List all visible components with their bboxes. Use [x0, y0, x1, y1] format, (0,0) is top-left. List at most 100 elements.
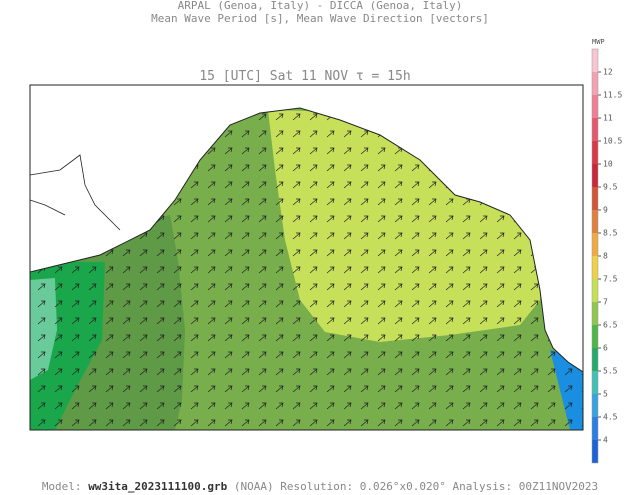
wave-vector	[156, 266, 165, 274]
wave-vector	[326, 385, 335, 393]
wave-vector	[37, 283, 46, 291]
wave-vector	[411, 164, 420, 172]
wave-vector	[343, 215, 352, 223]
wave-vector	[309, 419, 318, 427]
colorbar-segment	[592, 233, 598, 256]
wave-vector	[479, 317, 488, 325]
wave-vector	[54, 368, 63, 376]
wave-vector	[275, 368, 284, 376]
wave-vector	[428, 249, 437, 257]
wave-vector	[411, 300, 420, 308]
wave-vector	[105, 351, 114, 359]
border-line	[30, 154, 121, 231]
wave-vector	[326, 232, 335, 240]
wave-vector	[326, 130, 335, 138]
wave-vector	[190, 351, 199, 359]
wave-vector	[71, 351, 80, 359]
wave-vector	[411, 249, 420, 257]
wave-vector	[156, 334, 165, 342]
wave-vector	[462, 215, 471, 223]
wave-vector	[241, 130, 250, 138]
wave-vector	[224, 283, 233, 291]
wave-vector	[207, 300, 216, 308]
wave-vector	[360, 317, 369, 325]
wave-vector	[258, 113, 267, 121]
wave-vector	[190, 300, 199, 308]
wave-vector	[462, 300, 471, 308]
wave-vector	[343, 351, 352, 359]
wave-vector	[326, 351, 335, 359]
wave-vector	[139, 351, 148, 359]
wave-vector	[309, 300, 318, 308]
wave-vector	[207, 232, 216, 240]
wave-vector	[360, 181, 369, 189]
wave-vector	[496, 385, 505, 393]
wave-vector	[411, 334, 420, 342]
wave-vector	[445, 419, 454, 427]
wave-vector	[258, 402, 267, 410]
wave-vector	[343, 300, 352, 308]
map-title: 15 [UTC] Sat 11 NOV τ = 15h	[199, 69, 410, 84]
wave-vector	[360, 232, 369, 240]
wave-vector	[156, 385, 165, 393]
wave-vector	[326, 419, 335, 427]
colorbar-segment	[592, 302, 598, 325]
wave-vector	[479, 300, 488, 308]
wave-vector	[462, 249, 471, 257]
wave-vector	[190, 215, 199, 223]
wave-vector	[394, 181, 403, 189]
wave-vector	[377, 300, 386, 308]
wave-vector	[360, 249, 369, 257]
wave-vector	[377, 164, 386, 172]
wave-vector	[496, 317, 505, 325]
wave-vector	[190, 334, 199, 342]
wave-vector	[309, 181, 318, 189]
wave-vector	[411, 402, 420, 410]
colorbar-segment	[592, 95, 598, 118]
wave-vector	[513, 419, 522, 427]
wave-vector	[190, 249, 199, 257]
wave-vector	[326, 317, 335, 325]
wave-vector	[71, 317, 80, 325]
wave-vector	[479, 283, 488, 291]
wave-vector	[445, 266, 454, 274]
wave-vector	[241, 402, 250, 410]
header-line1: ARPAL (Genoa, Italy) - DICCA (Genoa, Ita…	[178, 0, 463, 12]
wave-vector	[139, 419, 148, 427]
wave-vector	[139, 266, 148, 274]
wave-vector	[275, 419, 284, 427]
wave-vector	[377, 266, 386, 274]
wave-vector	[275, 317, 284, 325]
wave-vector	[156, 249, 165, 257]
wave-vector	[377, 249, 386, 257]
wave-vector	[105, 317, 114, 325]
colorbar-tick-label: 6.5	[603, 321, 618, 330]
wave-vector	[292, 419, 301, 427]
wave-vector	[530, 402, 539, 410]
wave-vector	[224, 232, 233, 240]
wave-vector	[54, 283, 63, 291]
footer-text: Model:	[42, 480, 82, 493]
wave-vector	[156, 368, 165, 376]
wave-vector	[122, 385, 131, 393]
wave-vector	[173, 317, 182, 325]
wave-vector	[343, 181, 352, 189]
colorbar-tick-label: 9.5	[603, 183, 618, 192]
wave-vector	[445, 385, 454, 393]
wave-vector	[258, 368, 267, 376]
wave-vector	[241, 351, 250, 359]
wave-vector	[479, 249, 488, 257]
wave-vector	[360, 385, 369, 393]
sea-region-teal	[30, 278, 57, 380]
wave-vector	[88, 419, 97, 427]
wave-vector	[530, 334, 539, 342]
wave-vector	[156, 351, 165, 359]
wave-vector	[105, 334, 114, 342]
footer-text: 0.026°x0.020°	[360, 480, 446, 493]
wave-vector	[173, 351, 182, 359]
wave-vector	[445, 402, 454, 410]
wave-vector	[496, 300, 505, 308]
wave-vector	[207, 317, 216, 325]
wave-vector	[292, 164, 301, 172]
wave-vector	[292, 130, 301, 138]
